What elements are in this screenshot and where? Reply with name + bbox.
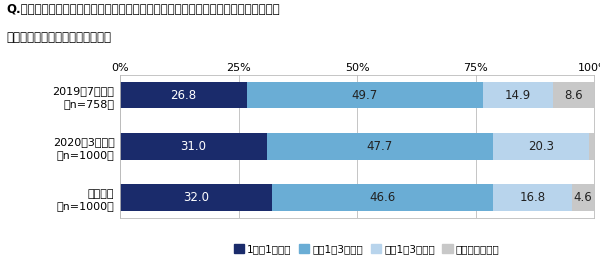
- Bar: [572, 184, 594, 211]
- Text: 32.0: 32.0: [183, 191, 209, 204]
- Text: 4.6: 4.6: [574, 191, 592, 204]
- Bar: [553, 82, 594, 109]
- Text: 16.8: 16.8: [520, 191, 545, 204]
- Bar: [247, 82, 482, 109]
- Bar: [482, 82, 553, 109]
- Text: 31.0: 31.0: [181, 140, 206, 153]
- Bar: [267, 133, 493, 160]
- Text: 47.7: 47.7: [367, 140, 393, 153]
- Bar: [493, 184, 572, 211]
- Text: 対象：キャッシュレス決済利用者: 対象：キャッシュレス決済利用者: [6, 31, 111, 44]
- Text: 20.3: 20.3: [528, 140, 554, 153]
- Text: 46.6: 46.6: [369, 191, 395, 204]
- Bar: [120, 82, 247, 109]
- Bar: [272, 184, 493, 211]
- Bar: [493, 133, 589, 160]
- Text: Q.どのくらいの頻度でキャッシュレス決済を利用していますか。　［単一回答形式］: Q.どのくらいの頻度でキャッシュレス決済を利用していますか。 ［単一回答形式］: [6, 3, 280, 16]
- Text: 26.8: 26.8: [170, 89, 197, 102]
- Bar: [120, 133, 267, 160]
- Bar: [120, 184, 272, 211]
- Text: 49.7: 49.7: [352, 89, 378, 102]
- Text: 14.9: 14.9: [505, 89, 531, 102]
- Bar: [589, 133, 594, 160]
- Text: 8.6: 8.6: [565, 89, 583, 102]
- Legend: 1日に1回以上, 週に1〜3回程度, 月に1〜3回程度, それ以下の頻度: 1日に1回以上, 週に1〜3回程度, 月に1〜3回程度, それ以下の頻度: [229, 240, 503, 258]
